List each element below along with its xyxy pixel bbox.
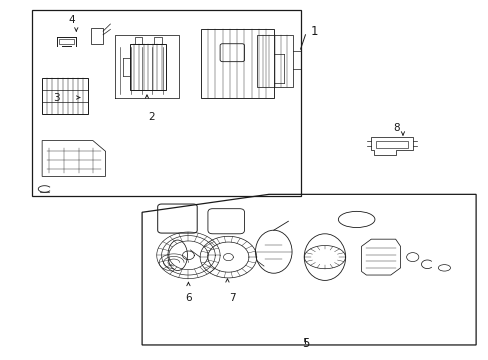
Bar — [154, 37, 161, 44]
Bar — [200, 30, 273, 98]
Bar — [130, 44, 166, 90]
Text: 5: 5 — [301, 337, 308, 350]
Text: 4: 4 — [68, 15, 75, 26]
Bar — [256, 35, 293, 87]
Bar — [59, 40, 74, 44]
Bar — [375, 140, 407, 148]
Bar — [91, 28, 103, 44]
Text: 2: 2 — [148, 112, 155, 122]
Bar — [42, 78, 88, 114]
Text: 3: 3 — [53, 93, 60, 103]
Text: 7: 7 — [228, 293, 235, 303]
Text: 6: 6 — [185, 293, 191, 303]
Text: 1: 1 — [310, 25, 317, 38]
Text: 8: 8 — [392, 123, 399, 133]
Bar — [135, 37, 142, 44]
